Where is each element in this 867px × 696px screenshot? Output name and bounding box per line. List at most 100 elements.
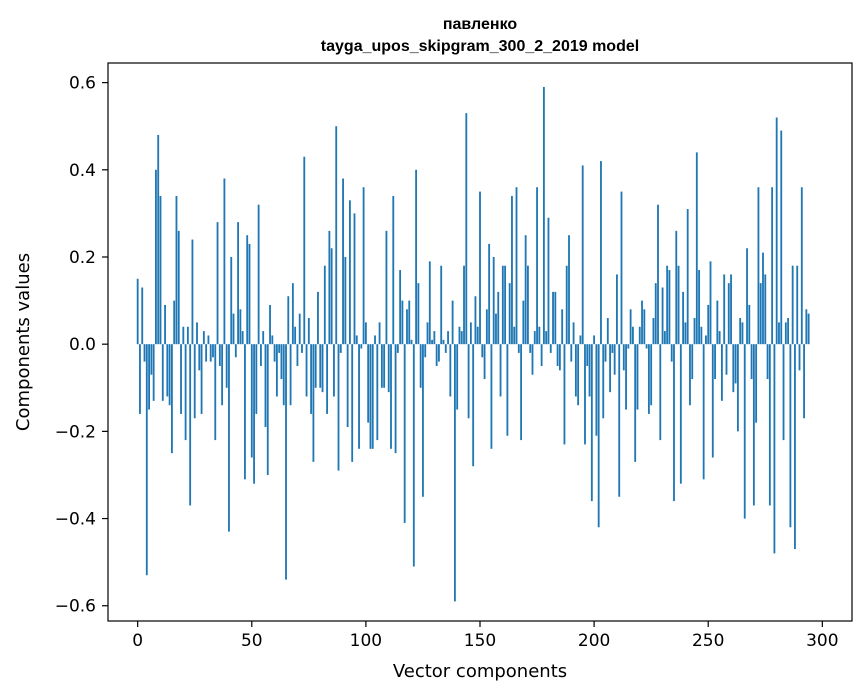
bar (248, 243, 251, 345)
bar (782, 344, 785, 441)
bar (148, 344, 150, 410)
chart-title-line-2: tayga_upos_skipgram_300_2_2019 model (321, 38, 639, 55)
y-axis-label: Components values (13, 253, 34, 431)
bar (563, 344, 566, 445)
bar (721, 344, 723, 401)
bar (536, 187, 538, 345)
bar (679, 344, 682, 484)
bar (257, 204, 260, 345)
bar (440, 265, 443, 345)
bar (574, 344, 577, 397)
bar (161, 344, 164, 401)
bar (778, 322, 780, 345)
bar (784, 322, 787, 345)
bar (661, 287, 664, 345)
bar (581, 165, 584, 345)
bar (412, 344, 415, 567)
bar (232, 313, 235, 345)
bar (444, 344, 447, 353)
bar (588, 344, 591, 397)
bar (264, 344, 267, 428)
bar (558, 344, 561, 371)
bar (426, 322, 429, 345)
bar (659, 344, 662, 441)
bar (675, 230, 678, 345)
bar (483, 344, 486, 380)
bar (337, 344, 340, 471)
bar (490, 344, 493, 449)
bar (666, 265, 669, 345)
bar (385, 230, 388, 345)
bar (627, 344, 630, 349)
bar (419, 344, 422, 388)
bar (241, 331, 244, 345)
bar (228, 344, 230, 532)
bar (629, 309, 632, 345)
bar (170, 344, 173, 454)
bar (433, 331, 436, 345)
bar (766, 344, 769, 380)
bar (638, 326, 641, 345)
bar (556, 344, 559, 366)
bar (255, 344, 258, 414)
bar (449, 344, 452, 397)
bar (554, 291, 557, 345)
bar (342, 178, 344, 345)
y-tick-label: 0.2 (69, 248, 96, 268)
bar (344, 256, 347, 345)
bar (700, 326, 703, 345)
bar (168, 344, 171, 406)
bar (517, 344, 520, 353)
bar (705, 335, 707, 345)
bar (730, 274, 732, 345)
bar (707, 304, 710, 345)
bar (221, 344, 224, 406)
bar (164, 304, 166, 345)
bar (670, 344, 673, 362)
bar (467, 344, 470, 419)
bar (273, 344, 276, 362)
bar (485, 309, 488, 345)
bar (762, 252, 764, 345)
bar (515, 187, 518, 345)
bar (189, 344, 192, 506)
bar (531, 344, 534, 375)
bar (145, 344, 148, 576)
bar (314, 344, 317, 388)
bar (714, 344, 716, 380)
bar (244, 344, 246, 480)
bar (682, 291, 685, 345)
bar (734, 344, 737, 384)
bar (586, 344, 589, 366)
bar (184, 344, 187, 441)
bar (622, 344, 625, 371)
bar (650, 344, 653, 406)
bar (613, 344, 616, 375)
bar (307, 318, 310, 345)
bar (152, 344, 155, 401)
bar (476, 326, 479, 345)
bar (695, 152, 698, 345)
bar (180, 344, 182, 414)
bar (645, 344, 648, 349)
bar (465, 113, 468, 345)
bar (173, 300, 176, 345)
bar (323, 265, 326, 345)
bar (686, 209, 689, 345)
x-axis-ticks: 0 50 100 150 200 250 300 (132, 621, 839, 651)
bar (750, 344, 753, 380)
bar (287, 296, 290, 345)
bar (438, 344, 440, 362)
bar (673, 344, 675, 502)
bar (584, 344, 586, 445)
bar (800, 187, 803, 345)
bar (191, 239, 194, 345)
bar (794, 344, 796, 550)
bar (727, 283, 730, 345)
y-tick-label: −0.2 (55, 422, 96, 442)
bar (303, 156, 306, 345)
bar (406, 309, 408, 345)
bar (186, 326, 189, 345)
bar (590, 344, 593, 502)
bar (394, 344, 397, 454)
